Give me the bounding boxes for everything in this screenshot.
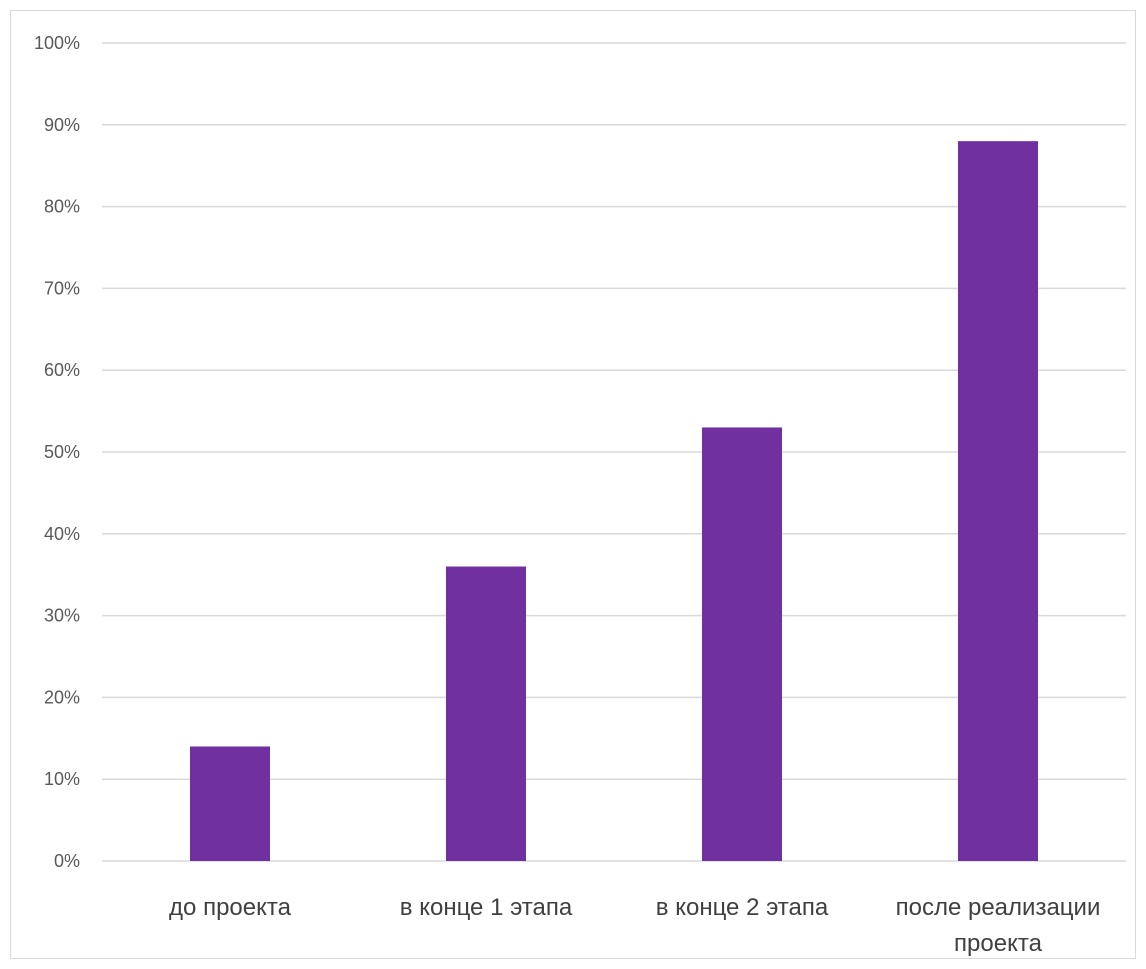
y-tick-label: 40% (44, 524, 80, 544)
x-category-label: проекта (954, 930, 1043, 957)
x-category-label: в конце 1 этапа (400, 894, 573, 921)
x-category-label: в конце 2 этапа (656, 894, 829, 921)
y-tick-label: 60% (44, 360, 80, 380)
y-tick-label: 100% (34, 33, 80, 53)
y-tick-label: 30% (44, 606, 80, 626)
y-tick-label: 10% (44, 769, 80, 789)
bar (702, 427, 782, 861)
y-tick-label: 80% (44, 197, 80, 217)
y-tick-label: 0% (54, 851, 80, 871)
x-axis-category-labels: до проекта в конце 1 этапа в конце 2 этапа… (169, 894, 1100, 957)
bar (190, 746, 270, 861)
x-category-label: после реализации (896, 894, 1101, 921)
y-tick-label: 70% (44, 278, 80, 298)
y-tick-label: 90% (44, 115, 80, 135)
gridlines (102, 42, 1126, 862)
y-axis-tick-labels: 0% 10% 20% 30% 40% 50% 60% 70% 80% 90% 100% (34, 33, 80, 871)
bar (958, 141, 1038, 861)
x-category-label: до проекта (169, 894, 292, 921)
bar (446, 566, 526, 861)
y-tick-label: 20% (44, 687, 80, 707)
y-tick-label: 50% (44, 442, 80, 462)
bars (190, 141, 1038, 861)
